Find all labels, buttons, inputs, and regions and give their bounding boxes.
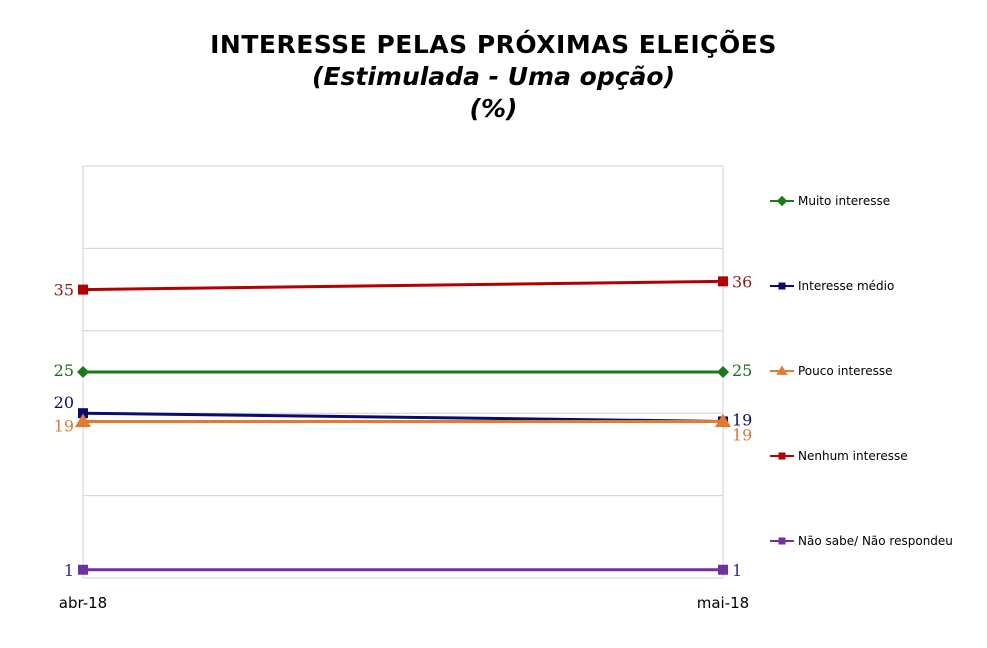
legend-item: Não sabe/ Não respondeu	[770, 534, 953, 548]
point-marker	[778, 282, 786, 290]
point-marker	[718, 276, 728, 287]
data-label: 19	[54, 416, 74, 435]
series-lines	[75, 276, 731, 575]
chart-subtitle: (Estimulada - Uma opção)	[311, 62, 676, 91]
point-marker	[718, 564, 728, 575]
point-marker	[717, 366, 729, 378]
legend-label: Não sabe/ Não respondeu	[798, 534, 953, 548]
point-marker	[78, 564, 88, 575]
chart-unit: (%)	[469, 94, 518, 123]
legend-label: Muito interesse	[798, 194, 890, 208]
legend-label: Pouco interesse	[798, 364, 892, 378]
data-label: 1	[732, 561, 742, 580]
data-label: 19	[732, 410, 752, 429]
data-label: 20	[54, 393, 74, 412]
series-muito-interesse	[77, 366, 729, 378]
point-marker	[776, 195, 788, 207]
data-label: 25	[732, 361, 752, 380]
data-label: 25	[54, 361, 74, 380]
point-marker	[778, 537, 786, 545]
legend: Muito interesse Interesse médio Pouco inte…	[770, 194, 953, 548]
data-label: 19	[732, 425, 752, 444]
series-pouco-interesse	[75, 413, 731, 428]
series-line	[82, 279, 724, 292]
series-n-o-sabe-n-o-respondeu	[78, 564, 728, 575]
point-marker	[78, 284, 88, 295]
legend-item: Nenhum interesse	[770, 449, 908, 463]
chart-title: INTERESSE PELAS PRÓXIMAS ELEIÇÕES	[210, 30, 777, 59]
x-tick-label: abr-18	[59, 594, 107, 612]
x-axis: abr-18 mai-18	[59, 594, 749, 612]
x-tick-label: mai-18	[697, 594, 749, 612]
legend-label: Interesse médio	[798, 279, 894, 293]
series-interesse-m-dio	[78, 408, 728, 427]
data-label: 1	[64, 561, 74, 580]
point-marker	[78, 408, 88, 419]
series-nenhum-interesse	[78, 276, 728, 295]
legend-item: Muito interesse	[770, 194, 890, 208]
data-label: 35	[54, 281, 74, 300]
legend-item: Interesse médio	[770, 279, 894, 293]
legend-label: Nenhum interesse	[798, 449, 908, 463]
chart-title-block: INTERESSE PELAS PRÓXIMAS ELEIÇÕES (Estim…	[0, 28, 987, 125]
point-marker	[715, 413, 731, 428]
legend-item: Pouco interesse	[770, 364, 892, 378]
data-label: 36	[732, 272, 752, 291]
point-marker	[75, 413, 91, 428]
point-marker	[77, 366, 89, 378]
point-marker	[776, 365, 788, 375]
point-marker	[778, 452, 786, 460]
